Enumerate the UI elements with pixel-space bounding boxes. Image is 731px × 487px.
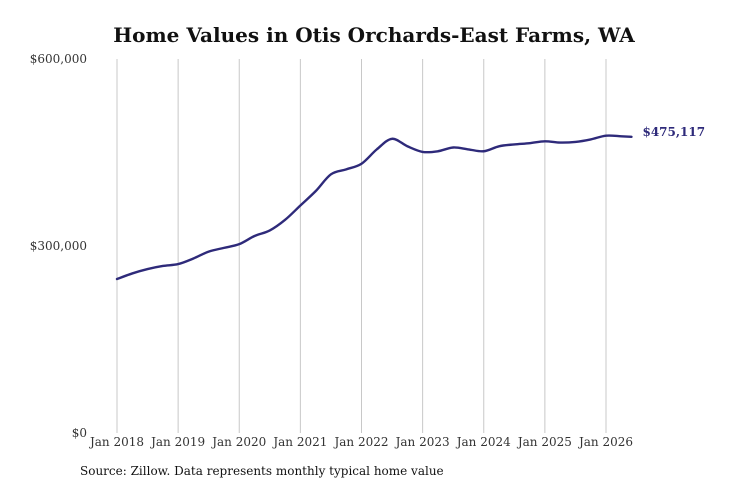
x-axis: Jan 2018 Jan 2019 Jan 2020 Jan 2021 Jan 2022…: [88, 435, 633, 449]
x-tick-label: Jan 2025: [516, 435, 572, 449]
y-tick-label: $600,000: [30, 52, 87, 66]
x-tick-label: Jan 2026: [577, 435, 633, 449]
y-tick-label: $0: [72, 426, 87, 440]
series-line: [115, 134, 633, 281]
end-value-label: $475,117: [642, 125, 705, 139]
y-axis: $0 $300,000 $600,000: [30, 52, 87, 440]
x-tick-label: Jan 2021: [271, 435, 327, 449]
x-tick-label: Jan 2024: [455, 435, 511, 449]
line-chart: Home Values in Otis Orchards-East Farms,…: [30, 23, 705, 449]
y-tick-label: $300,000: [30, 239, 87, 253]
source-note: Source: Zillow. Data represents monthly …: [80, 464, 444, 478]
chart-title: Home Values in Otis Orchards-East Farms,…: [113, 23, 635, 47]
x-tick-label: Jan 2022: [332, 435, 388, 449]
x-tick-label: Jan 2023: [394, 435, 450, 449]
x-tick-label: Jan 2019: [149, 435, 205, 449]
x-tick-label: Jan 2020: [210, 435, 266, 449]
x-tick-label: Jan 2018: [88, 435, 144, 449]
gridlines: [116, 59, 607, 433]
